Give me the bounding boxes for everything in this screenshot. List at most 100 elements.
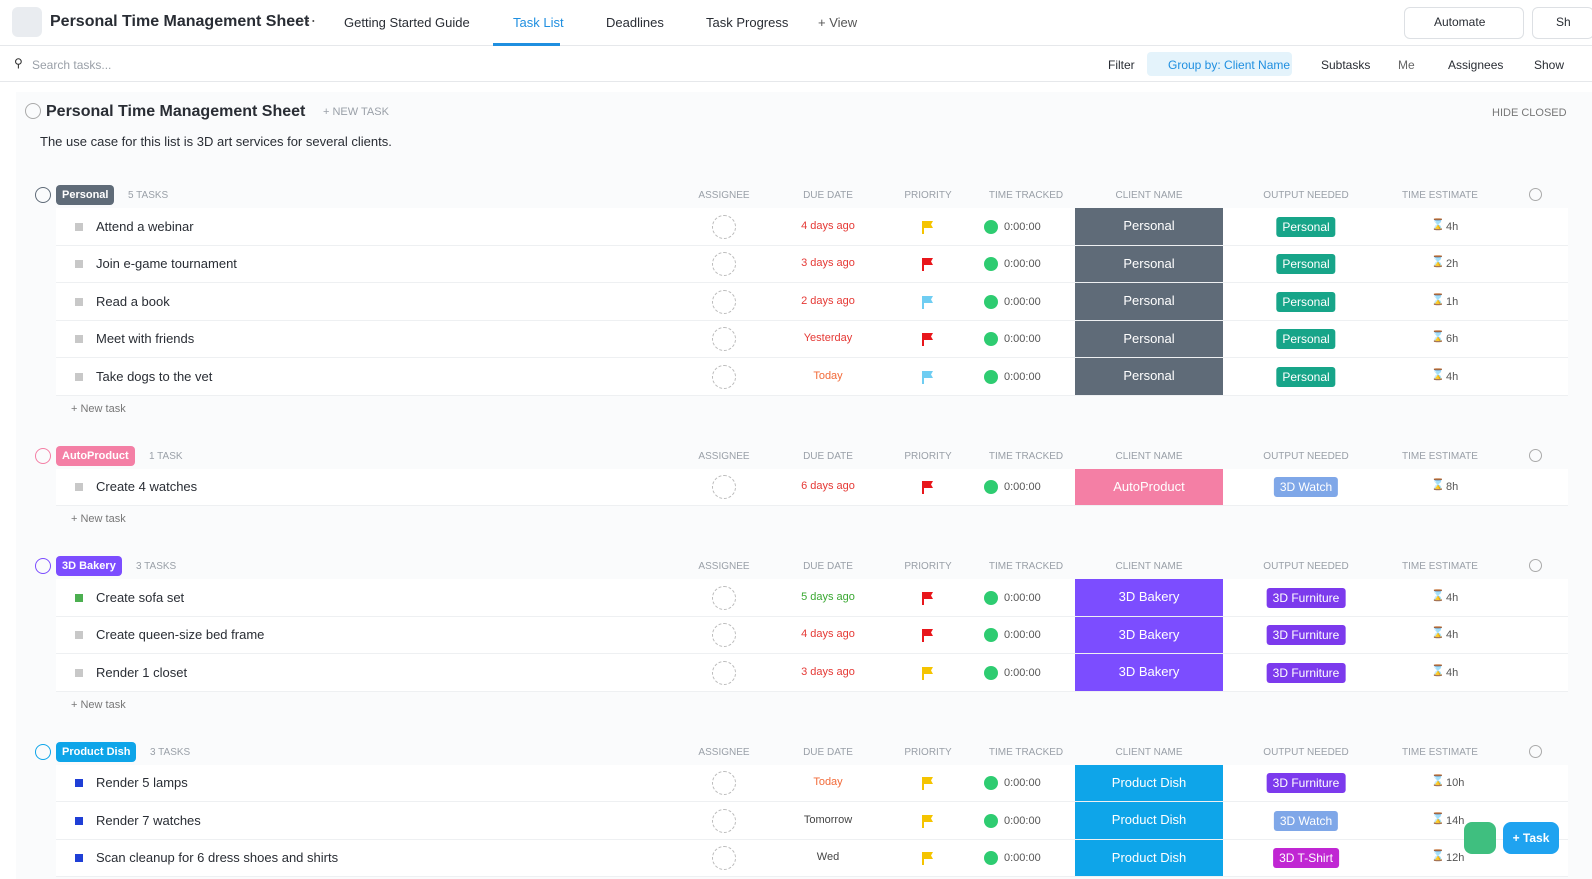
- timer-button[interactable]: [1464, 822, 1496, 854]
- task-name: Render 5 lamps: [96, 775, 188, 791]
- status-square: [75, 816, 83, 825]
- priority-flag[interactable]: [921, 628, 935, 643]
- priority-flag[interactable]: [921, 370, 935, 384]
- due-date: Yesterday: [803, 332, 853, 345]
- assignee-avatar[interactable]: [712, 364, 736, 389]
- time-estimate: 12h: [1446, 852, 1465, 865]
- output-tag: Personal: [1276, 216, 1336, 237]
- column-header: TIME ESTIMATE: [1402, 561, 1478, 572]
- status-square: [75, 260, 83, 269]
- collapse-group[interactable]: [35, 447, 51, 464]
- output-tag: 3D Furniture: [1266, 587, 1346, 608]
- output-tag: 3D Furniture: [1266, 662, 1346, 683]
- task-row[interactable]: [56, 320, 1568, 358]
- group-by-chip[interactable]: [1147, 52, 1292, 76]
- new-task[interactable]: + New task: [71, 698, 126, 711]
- timer-play[interactable]: [984, 665, 998, 680]
- tab[interactable]: Getting Started Guide: [344, 15, 470, 30]
- priority-flag[interactable]: [921, 480, 935, 495]
- priority-flag[interactable]: [921, 257, 935, 272]
- priority-flag[interactable]: [921, 851, 935, 866]
- priority-flag[interactable]: [921, 814, 935, 828]
- priority-flag[interactable]: [921, 591, 935, 605]
- new-task[interactable]: + New task: [71, 402, 126, 415]
- column-header: PRIORITY: [904, 746, 952, 758]
- time-tracked: 0:00:00: [1004, 666, 1041, 679]
- timer-play[interactable]: [984, 219, 998, 234]
- time-estimate: 4h: [1446, 220, 1459, 233]
- assignee-avatar[interactable]: [712, 846, 736, 871]
- timer-play[interactable]: [984, 369, 998, 384]
- share-button[interactable]: [1532, 7, 1592, 39]
- tab-active[interactable]: Task List: [513, 15, 564, 30]
- priority-flag[interactable]: [921, 776, 935, 791]
- estimate-icon: ⌛: [1431, 812, 1445, 825]
- due-date: Today: [813, 776, 843, 789]
- assignee-avatar[interactable]: [712, 771, 736, 796]
- estimate-icon: ⌛: [1431, 479, 1445, 492]
- tab[interactable]: Deadlines: [606, 15, 664, 30]
- timer-play[interactable]: [984, 294, 998, 309]
- assignee-avatar[interactable]: [712, 585, 736, 610]
- client-cell: Personal: [1075, 208, 1223, 245]
- timer-play[interactable]: [984, 590, 998, 605]
- me[interactable]: Me: [1398, 58, 1415, 72]
- client-cell: 3D Bakery: [1075, 579, 1223, 616]
- priority-flag[interactable]: [921, 295, 935, 309]
- hide-closed[interactable]: HIDE CLOSED: [1492, 107, 1567, 119]
- timer-play[interactable]: [984, 628, 998, 643]
- assignee-avatar[interactable]: [712, 289, 736, 314]
- subtasks[interactable]: Subtasks: [1321, 58, 1371, 72]
- search-input[interactable]: Search tasks...: [32, 58, 112, 72]
- collapse-group[interactable]: [35, 743, 51, 760]
- timer-play[interactable]: [984, 480, 998, 495]
- assignee-avatar[interactable]: [712, 327, 736, 352]
- collapse-group[interactable]: [35, 187, 51, 203]
- more-menu[interactable]: ⋯: [300, 13, 316, 30]
- add-column[interactable]: [1529, 744, 1542, 758]
- column-header: OUTPUT NEEDED: [1263, 561, 1349, 572]
- space-icon[interactable]: [12, 7, 42, 37]
- estimate-icon: ⌛: [1431, 218, 1445, 231]
- filter[interactable]: Filter: [1108, 58, 1135, 72]
- assignee-avatar[interactable]: [712, 214, 736, 239]
- timer-play[interactable]: [984, 851, 998, 866]
- add-column[interactable]: [1529, 448, 1542, 462]
- timer-play[interactable]: [984, 776, 998, 791]
- add-task-button[interactable]: + Task: [1503, 822, 1559, 854]
- priority-flag[interactable]: [921, 220, 935, 234]
- priority-flag[interactable]: [921, 332, 935, 347]
- assignee-avatar[interactable]: [712, 808, 736, 833]
- estimate-icon: ⌛: [1431, 775, 1445, 788]
- assignee-avatar[interactable]: [712, 623, 736, 648]
- assignee-avatar[interactable]: [712, 252, 736, 277]
- collapse-list[interactable]: [25, 103, 41, 119]
- time-estimate: 4h: [1446, 370, 1459, 383]
- estimate-icon: ⌛: [1431, 331, 1445, 344]
- task-row[interactable]: [56, 358, 1568, 396]
- timer-play[interactable]: [984, 257, 998, 272]
- assignee-avatar[interactable]: [712, 660, 736, 685]
- new-task-link[interactable]: + NEW TASK: [323, 106, 389, 118]
- automate-button[interactable]: [1404, 7, 1524, 39]
- column-header: DUE DATE: [803, 561, 853, 572]
- timer-play[interactable]: [984, 813, 998, 828]
- add-view[interactable]: + View: [818, 15, 858, 30]
- task-name: Scan cleanup for 6 dress shoes and shirt…: [96, 850, 339, 866]
- add-column[interactable]: [1529, 559, 1542, 572]
- column-header: OUTPUT NEEDED: [1263, 450, 1349, 462]
- priority-flag[interactable]: [921, 666, 935, 680]
- timer-play[interactable]: [984, 332, 998, 347]
- add-column[interactable]: [1529, 188, 1542, 201]
- status-square: [75, 779, 83, 788]
- group-count: 3 TASKS: [150, 746, 191, 758]
- collapse-group[interactable]: [35, 558, 51, 574]
- tab[interactable]: Task Progress: [706, 15, 789, 30]
- time-tracked: 0:00:00: [1004, 814, 1041, 827]
- new-task[interactable]: + New task: [71, 513, 126, 525]
- time-estimate: 14h: [1446, 814, 1465, 827]
- assignees[interactable]: Assignees: [1448, 58, 1504, 72]
- share-label: Sh: [1556, 15, 1571, 29]
- assignee-avatar[interactable]: [712, 475, 736, 500]
- show[interactable]: Show: [1534, 58, 1565, 72]
